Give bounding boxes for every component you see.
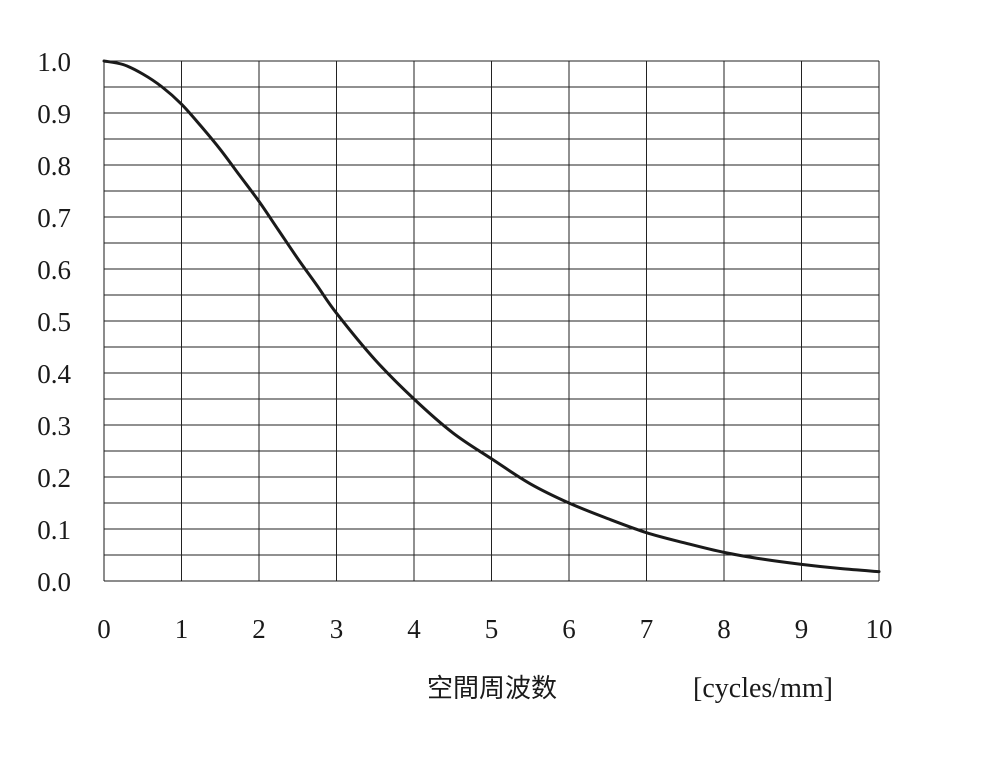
y-tick-label: 0.4 bbox=[37, 359, 71, 389]
plot-frame bbox=[103, 61, 879, 582]
x-tick-label: 3 bbox=[330, 614, 344, 644]
y-tick-labels: 0.0 0.1 0.2 0.3 0.4 0.5 0.6 0.7 0.8 0.9 1.0 bbox=[37, 47, 71, 597]
x-tick-label: 2 bbox=[252, 614, 266, 644]
y-tick-label: 0.8 bbox=[37, 151, 71, 181]
x-tick-label: 1 bbox=[175, 614, 189, 644]
x-tick-label: 8 bbox=[717, 614, 731, 644]
x-axis-title: 空間周波数 bbox=[427, 674, 557, 704]
y-tick-label: 0.5 bbox=[37, 307, 71, 337]
y-tick-label: 0.3 bbox=[37, 411, 71, 441]
x-tick-label: 6 bbox=[562, 614, 576, 644]
y-tick-label: 0.0 bbox=[37, 567, 71, 597]
y-tick-label: 0.7 bbox=[37, 203, 71, 233]
x-tick-label: 0 bbox=[97, 614, 111, 644]
x-tick-label: 10 bbox=[866, 614, 893, 644]
y-tick-label: 0.2 bbox=[37, 463, 71, 493]
x-tick-label: 4 bbox=[407, 614, 421, 644]
x-axis-unit: [cycles/mm] bbox=[693, 673, 833, 704]
grid bbox=[104, 60, 880, 581]
y-tick-label: 1.0 bbox=[37, 47, 71, 77]
x-tick-label: 7 bbox=[640, 614, 654, 644]
x-tick-label: 9 bbox=[795, 614, 809, 644]
x-tick-label: 5 bbox=[485, 614, 499, 644]
y-tick-label: 0.9 bbox=[37, 99, 71, 129]
x-tick-labels: 0 1 2 3 4 5 6 7 8 9 10 bbox=[97, 614, 892, 644]
y-tick-label: 0.1 bbox=[37, 515, 71, 545]
series-layer bbox=[102, 59, 881, 574]
series-line bbox=[102, 59, 881, 574]
y-tick-label: 0.6 bbox=[37, 255, 71, 285]
